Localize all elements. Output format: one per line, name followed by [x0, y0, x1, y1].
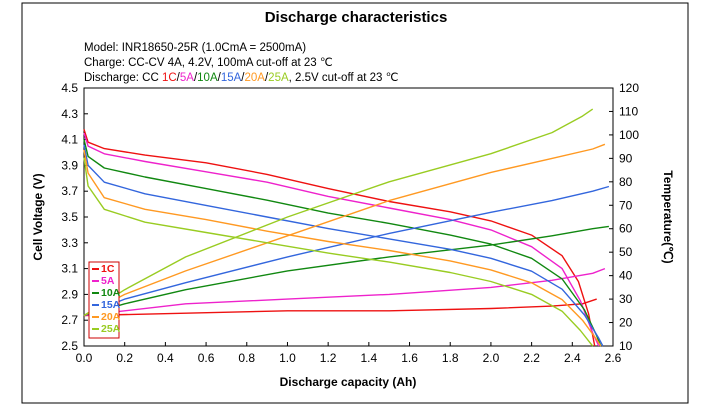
rate-token-20a: 20A — [245, 72, 266, 84]
legend-label: 5A — [101, 275, 115, 287]
rate-separator: / — [241, 72, 245, 84]
x-tick-label: 0.2 — [116, 351, 133, 365]
note-discharge-suffix: , 2.5V cut-off at 23 ℃ — [289, 72, 399, 84]
y2-tick-label: 60 — [619, 222, 633, 236]
series-temperature-5a — [83, 267, 606, 317]
rate-token-5a: 5A — [180, 72, 194, 84]
x-tick-label: 2.4 — [564, 351, 581, 365]
series-voltage-1c — [83, 129, 596, 347]
y-tick-label: 3.9 — [61, 158, 78, 172]
y2-tick-label: 110 — [619, 104, 638, 118]
y2-tick-label: 90 — [619, 151, 633, 165]
y2-tick-label: 50 — [619, 245, 633, 259]
series-temperature-15a — [83, 185, 610, 317]
x-tick-label: 1.2 — [320, 351, 337, 365]
y2-axis-label: Temperature(℃) — [661, 170, 675, 263]
x-tick-label: 1.0 — [279, 351, 296, 365]
x-tick-label: 0.6 — [198, 351, 215, 365]
rate-token-10a: 10A — [197, 72, 218, 84]
note-charge: Charge: CC-CV 4A, 4.2V, 100mA cut-off at… — [84, 57, 333, 69]
series-voltage-10a — [83, 139, 602, 347]
axis-ticks: 0.0 0.2 0.4 0.6 0.8 1.0 1.2 1.4 1.6 1.8 2.0 2.2 2.4 2… — [61, 81, 639, 365]
y-tick-label: 2.9 — [61, 287, 78, 301]
legend-label: 15A — [101, 299, 121, 311]
legend-label: 20A — [101, 311, 121, 323]
y-tick-label: 2.7 — [61, 313, 78, 327]
y2-tick-label: 100 — [619, 128, 639, 142]
rate-token-15a: 15A — [221, 72, 242, 84]
y2-tick-label: 10 — [619, 339, 633, 353]
chart-frame — [21, 2, 689, 404]
series-temperature-10a — [83, 225, 609, 317]
y-tick-label: 4.5 — [61, 81, 78, 95]
x-tick-label: 1.6 — [401, 351, 418, 365]
chart-title: Discharge characteristics — [265, 9, 448, 26]
legend-label: 25A — [101, 323, 121, 335]
y-tick-label: 2.5 — [61, 339, 78, 353]
y2-tick-label: 40 — [619, 269, 633, 283]
rate-token-25a: 25A — [268, 72, 289, 84]
legend-box — [88, 261, 120, 339]
series-lines — [83, 108, 610, 347]
y2-tick-label: 20 — [619, 316, 633, 330]
x-axis-label: Discharge capacity (Ah) — [280, 375, 417, 389]
y-tick-label: 3.1 — [61, 262, 78, 276]
note-discharge: Discharge: CC 1C/5A/10A/15A/20A/25A, 2.5… — [84, 72, 399, 84]
y2-tick-label: 120 — [619, 81, 639, 95]
note-model: Model: INR18650-25R (1.0CmA = 2500mA) — [84, 42, 306, 54]
series-temperature-20a — [83, 143, 606, 317]
y-tick-label: 3.7 — [61, 184, 78, 198]
y-tick-label: 4.3 — [61, 107, 78, 121]
legend-label: 10A — [101, 287, 121, 299]
series-temperature-1c — [83, 298, 597, 317]
series-voltage-5a — [83, 132, 600, 347]
x-tick-label: 0.8 — [238, 351, 255, 365]
y-tick-label: 3.3 — [61, 236, 78, 250]
y2-tick-label: 30 — [619, 292, 633, 306]
x-tick-label: 2.6 — [605, 351, 622, 365]
note-discharge-prefix: Discharge: CC — [84, 72, 162, 84]
x-tick-label: 1.8 — [442, 351, 459, 365]
rate-token-1c: 1C — [162, 72, 177, 84]
series-temperature-25a — [83, 108, 594, 317]
y2-tick-label: 70 — [619, 198, 633, 212]
legend-label: 1C — [101, 263, 115, 275]
y-axis-label: Cell Voltage (V) — [31, 173, 45, 260]
rate-separator: / — [265, 72, 269, 84]
y-tick-label: 3.5 — [61, 210, 78, 224]
y-tick-label: 4.1 — [61, 133, 78, 147]
rate-separator: / — [194, 72, 198, 84]
x-tick-label: 2.0 — [483, 351, 500, 365]
series-voltage-15a — [83, 144, 604, 347]
x-tick-label: 0.0 — [76, 351, 93, 365]
rate-separator: / — [218, 72, 222, 84]
series-voltage-20a — [83, 149, 602, 347]
x-tick-label: 1.4 — [361, 351, 378, 365]
x-tick-label: 2.2 — [523, 351, 540, 365]
series-voltage-25a — [83, 157, 594, 347]
x-tick-label: 0.4 — [157, 351, 174, 365]
rate-separator: / — [177, 72, 181, 84]
y2-tick-label: 80 — [619, 175, 633, 189]
